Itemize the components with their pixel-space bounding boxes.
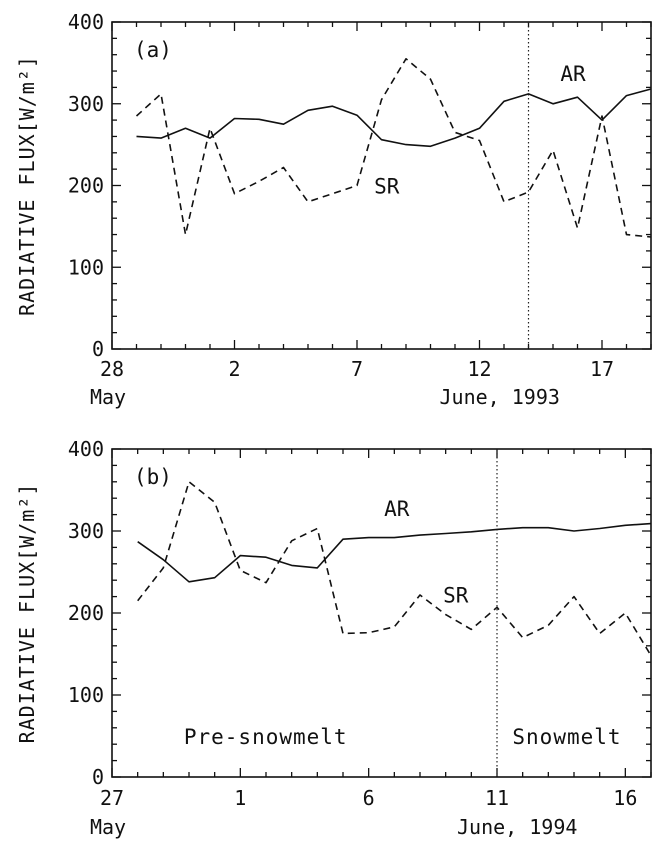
- x-tick-label: 17: [590, 357, 614, 381]
- x-tick-label: 11: [485, 786, 509, 810]
- panel-label: (b): [134, 465, 172, 489]
- panel-label: (a): [134, 38, 172, 62]
- x-tick-label: 27: [100, 786, 124, 810]
- series-line-ar: [137, 522, 652, 583]
- x-axis-sublabel: May: [90, 385, 126, 409]
- x-tick-label: 1: [234, 786, 246, 810]
- x-axis-sublabel: May: [90, 815, 126, 839]
- x-tick-label: 6: [363, 786, 375, 810]
- period-annotation: Pre-snowmelt: [184, 725, 348, 749]
- y-axis-label: RADIATIVE FLUX[W/m²]: [15, 55, 39, 316]
- series-label-ar: AR: [560, 62, 586, 86]
- y-tick-label: 200: [68, 174, 104, 198]
- series-label-sr: SR: [443, 583, 469, 607]
- y-tick-label: 400: [68, 10, 104, 34]
- series-line-sr: [137, 480, 652, 657]
- chart-panel-a: 0 100 200 300 400 28 May 2 7 12 June, 1993 17 RADIAT…: [15, 10, 652, 409]
- x-tick-label: 2: [228, 357, 240, 381]
- series-label-ar: AR: [384, 497, 410, 521]
- series-label-sr: SR: [374, 175, 400, 199]
- x-tick-label: 28: [100, 357, 124, 381]
- period-annotation: Snowmelt: [512, 725, 621, 749]
- y-tick-label: 300: [68, 519, 104, 543]
- series-line-sr: [135, 57, 652, 238]
- y-tick-label: 100: [68, 683, 104, 707]
- x-tick-label: 16: [613, 786, 637, 810]
- y-tick-label: 300: [68, 92, 104, 116]
- y-tick-label: 200: [68, 601, 104, 625]
- x-axis-sublabel: June, 1994: [457, 815, 577, 839]
- x-tick-label: 7: [351, 357, 363, 381]
- x-tick-label: 12: [467, 357, 491, 381]
- y-tick-label: 0: [92, 765, 104, 789]
- y-axis-label: RADIATIVE FLUX[W/m²]: [15, 483, 39, 744]
- series-line-ar: [136, 88, 652, 148]
- y-tick-label: 0: [92, 337, 104, 361]
- y-tick-label: 100: [68, 255, 104, 279]
- x-axis-sublabel: June, 1993: [440, 385, 560, 409]
- y-tick-label: 400: [68, 437, 104, 461]
